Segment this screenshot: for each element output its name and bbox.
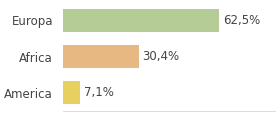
Bar	[63, 81, 80, 104]
Bar	[63, 9, 220, 32]
Text: 7,1%: 7,1%	[84, 86, 114, 99]
Bar	[63, 45, 139, 68]
Text: 30,4%: 30,4%	[143, 50, 180, 63]
Text: 62,5%: 62,5%	[223, 14, 260, 27]
